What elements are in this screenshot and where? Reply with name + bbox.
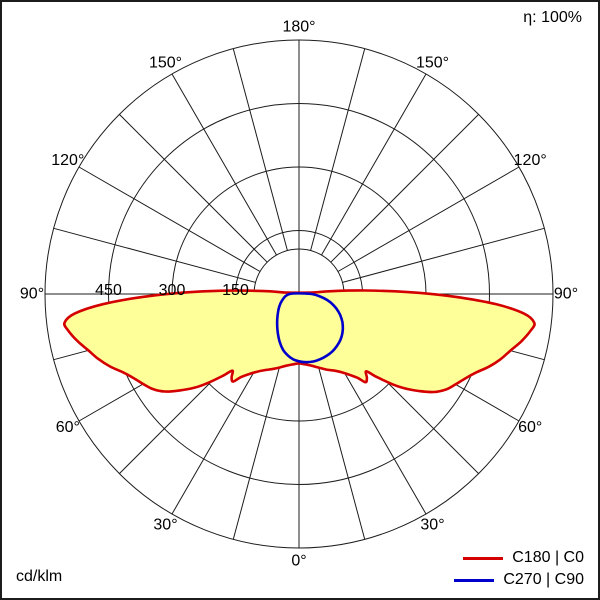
legend-red-line-swatch <box>463 556 504 560</box>
angle-label: 120° <box>514 152 547 169</box>
angle-label: 90° <box>20 286 44 303</box>
grid-ray <box>232 48 288 251</box>
angle-label: 150° <box>149 54 182 71</box>
legend: C180 | C0 C270 | C90 <box>454 547 584 591</box>
grid-ray <box>232 337 288 540</box>
angle-label: 0° <box>291 553 306 570</box>
legend-label-c180-c0: C180 | C0 <box>512 549 584 566</box>
grid-ray <box>310 337 366 540</box>
angle-label: 30° <box>420 517 444 534</box>
grid-ray <box>310 48 366 251</box>
angle-label: 150° <box>416 54 449 71</box>
angle-label: 60° <box>518 419 542 436</box>
efficiency-label: η: 100% <box>523 9 582 26</box>
grid-ray <box>342 227 545 283</box>
grid-ray <box>321 73 427 256</box>
grid-ray <box>53 227 256 283</box>
grid-ray <box>78 166 261 272</box>
radial-tick-label: 150 <box>222 282 249 299</box>
angle-label: 60° <box>56 419 80 436</box>
angle-label: 90° <box>554 286 578 303</box>
legend-item-c180-c0: C180 | C0 <box>454 547 584 569</box>
unit-label: cd/klm <box>16 568 63 585</box>
curve-c180-c0 <box>62 289 536 394</box>
radial-tick-label: 300 <box>159 282 186 299</box>
grid-ray <box>337 166 520 272</box>
curve-c270-c90 <box>275 292 345 364</box>
legend-item-c270-c90: C270 | C90 <box>454 569 584 591</box>
legend-label-c270-c90: C270 | C90 <box>503 571 584 588</box>
angle-label: 120° <box>51 152 84 169</box>
radial-tick-label: 450 <box>95 282 122 299</box>
grid-ray <box>171 73 277 256</box>
grid-ray <box>119 114 268 263</box>
legend-blue-line-swatch <box>454 578 495 582</box>
grid-ray <box>330 114 479 263</box>
angle-label: 30° <box>153 517 177 534</box>
angle-label: 180° <box>282 19 315 36</box>
